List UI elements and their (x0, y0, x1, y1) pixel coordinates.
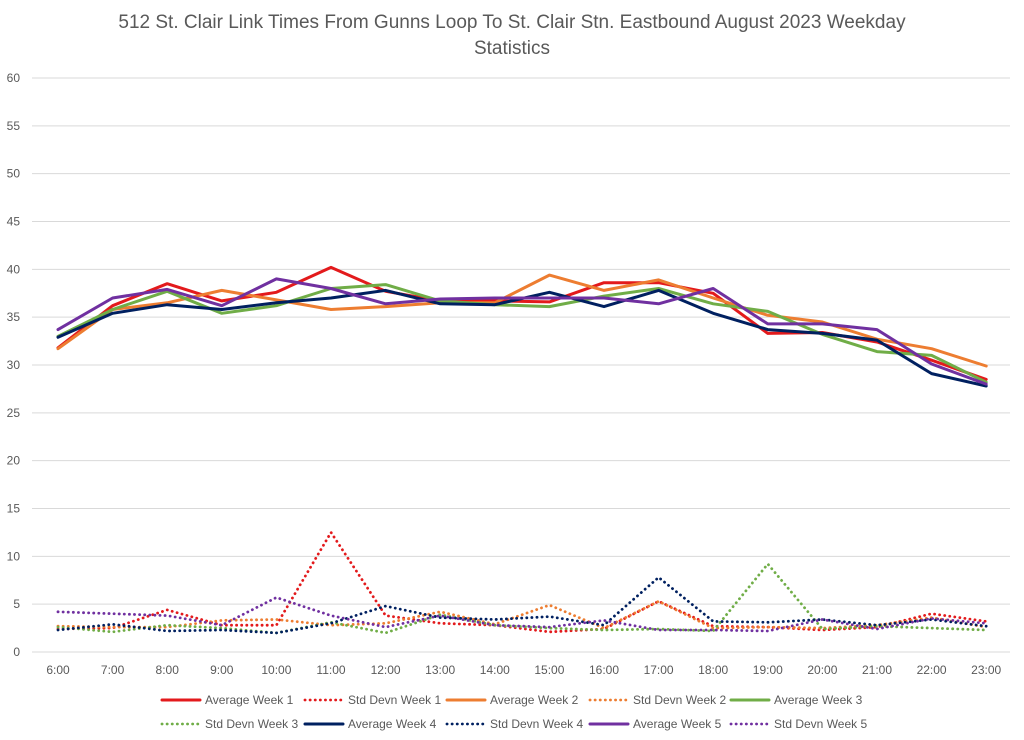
y-tick-label: 60 (7, 71, 21, 85)
legend-label-average-week-1: Average Week 1 (205, 693, 294, 707)
x-tick-label: 23:00 (971, 663, 1001, 677)
series-line-average-week-1 (56, 265, 988, 381)
legend-label-std-devn-week-4: Std Devn Week 4 (490, 717, 583, 731)
x-tick-label: 16:00 (589, 663, 619, 677)
x-tick-label: 12:00 (371, 663, 401, 677)
x-tick-label: 13:00 (425, 663, 455, 677)
series-line-average-week-5 (56, 277, 988, 386)
series-line-average-week-2 (56, 273, 988, 368)
legend-label-average-week-2: Average Week 2 (490, 693, 579, 707)
y-tick-label: 35 (7, 310, 21, 324)
x-tick-label: 20:00 (807, 663, 837, 677)
x-tick-label: 21:00 (862, 663, 892, 677)
series-line-std-devn-week-3 (56, 562, 988, 635)
x-tick-label: 11:00 (316, 663, 345, 677)
x-tick-label: 22:00 (917, 663, 947, 677)
series-line-std-devn-week-4 (56, 576, 988, 635)
y-tick-label: 10 (7, 549, 21, 563)
legend-label-std-devn-week-3: Std Devn Week 3 (205, 717, 298, 731)
series-line-std-devn-week-2 (56, 599, 988, 630)
legend-label-average-week-4: Average Week 4 (348, 717, 437, 731)
y-tick-label: 0 (13, 645, 20, 659)
y-tick-label: 55 (7, 119, 21, 133)
x-axis-ticks: 6:00 7:00 8:00 9:00 10:00 11:00 12:00 13:00 14:0… (46, 663, 1001, 677)
y-axis-ticks: 0 5 10 15 20 25 30 35 40 45 50 55 60 (7, 71, 21, 659)
y-tick-label: 20 (7, 454, 21, 468)
gridlines (32, 77, 1010, 653)
y-tick-label: 5 (13, 597, 20, 611)
y-tick-label: 50 (7, 167, 21, 181)
legend: Average Week 1 Std Devn Week 1 Average Wee… (160, 693, 867, 731)
x-tick-label: 8:00 (156, 663, 180, 677)
x-tick-label: 17:00 (644, 663, 674, 677)
y-tick-label: 45 (7, 215, 21, 229)
y-tick-label: 15 (7, 502, 21, 516)
series-lines (56, 265, 988, 635)
legend-label-std-devn-week-5: Std Devn Week 5 (774, 717, 867, 731)
y-tick-label: 40 (7, 262, 21, 276)
legend-label-average-week-5: Average Week 5 (633, 717, 722, 731)
legend-label-average-week-3: Average Week 3 (774, 693, 863, 707)
x-tick-label: 18:00 (698, 663, 728, 677)
series-line-std-devn-week-5 (56, 596, 988, 633)
legend-label-std-devn-week-2: Std Devn Week 2 (633, 693, 726, 707)
x-tick-label: 9:00 (210, 663, 234, 677)
x-tick-label: 14:00 (480, 663, 510, 677)
legend-label-std-devn-week-1: Std Devn Week 1 (348, 693, 441, 707)
series-line-std-devn-week-1 (56, 531, 988, 634)
x-tick-label: 6:00 (46, 663, 70, 677)
x-tick-label: 10:00 (261, 663, 291, 677)
chart-title-line-1: 512 St. Clair Link Times From Gunns Loop… (118, 12, 906, 33)
x-tick-label: 19:00 (753, 663, 783, 677)
y-tick-label: 30 (7, 358, 21, 372)
x-tick-label: 15:00 (534, 663, 564, 677)
chart-title-line-2: Statistics (474, 38, 550, 59)
y-tick-label: 25 (7, 406, 21, 420)
x-tick-label: 7:00 (101, 663, 125, 677)
